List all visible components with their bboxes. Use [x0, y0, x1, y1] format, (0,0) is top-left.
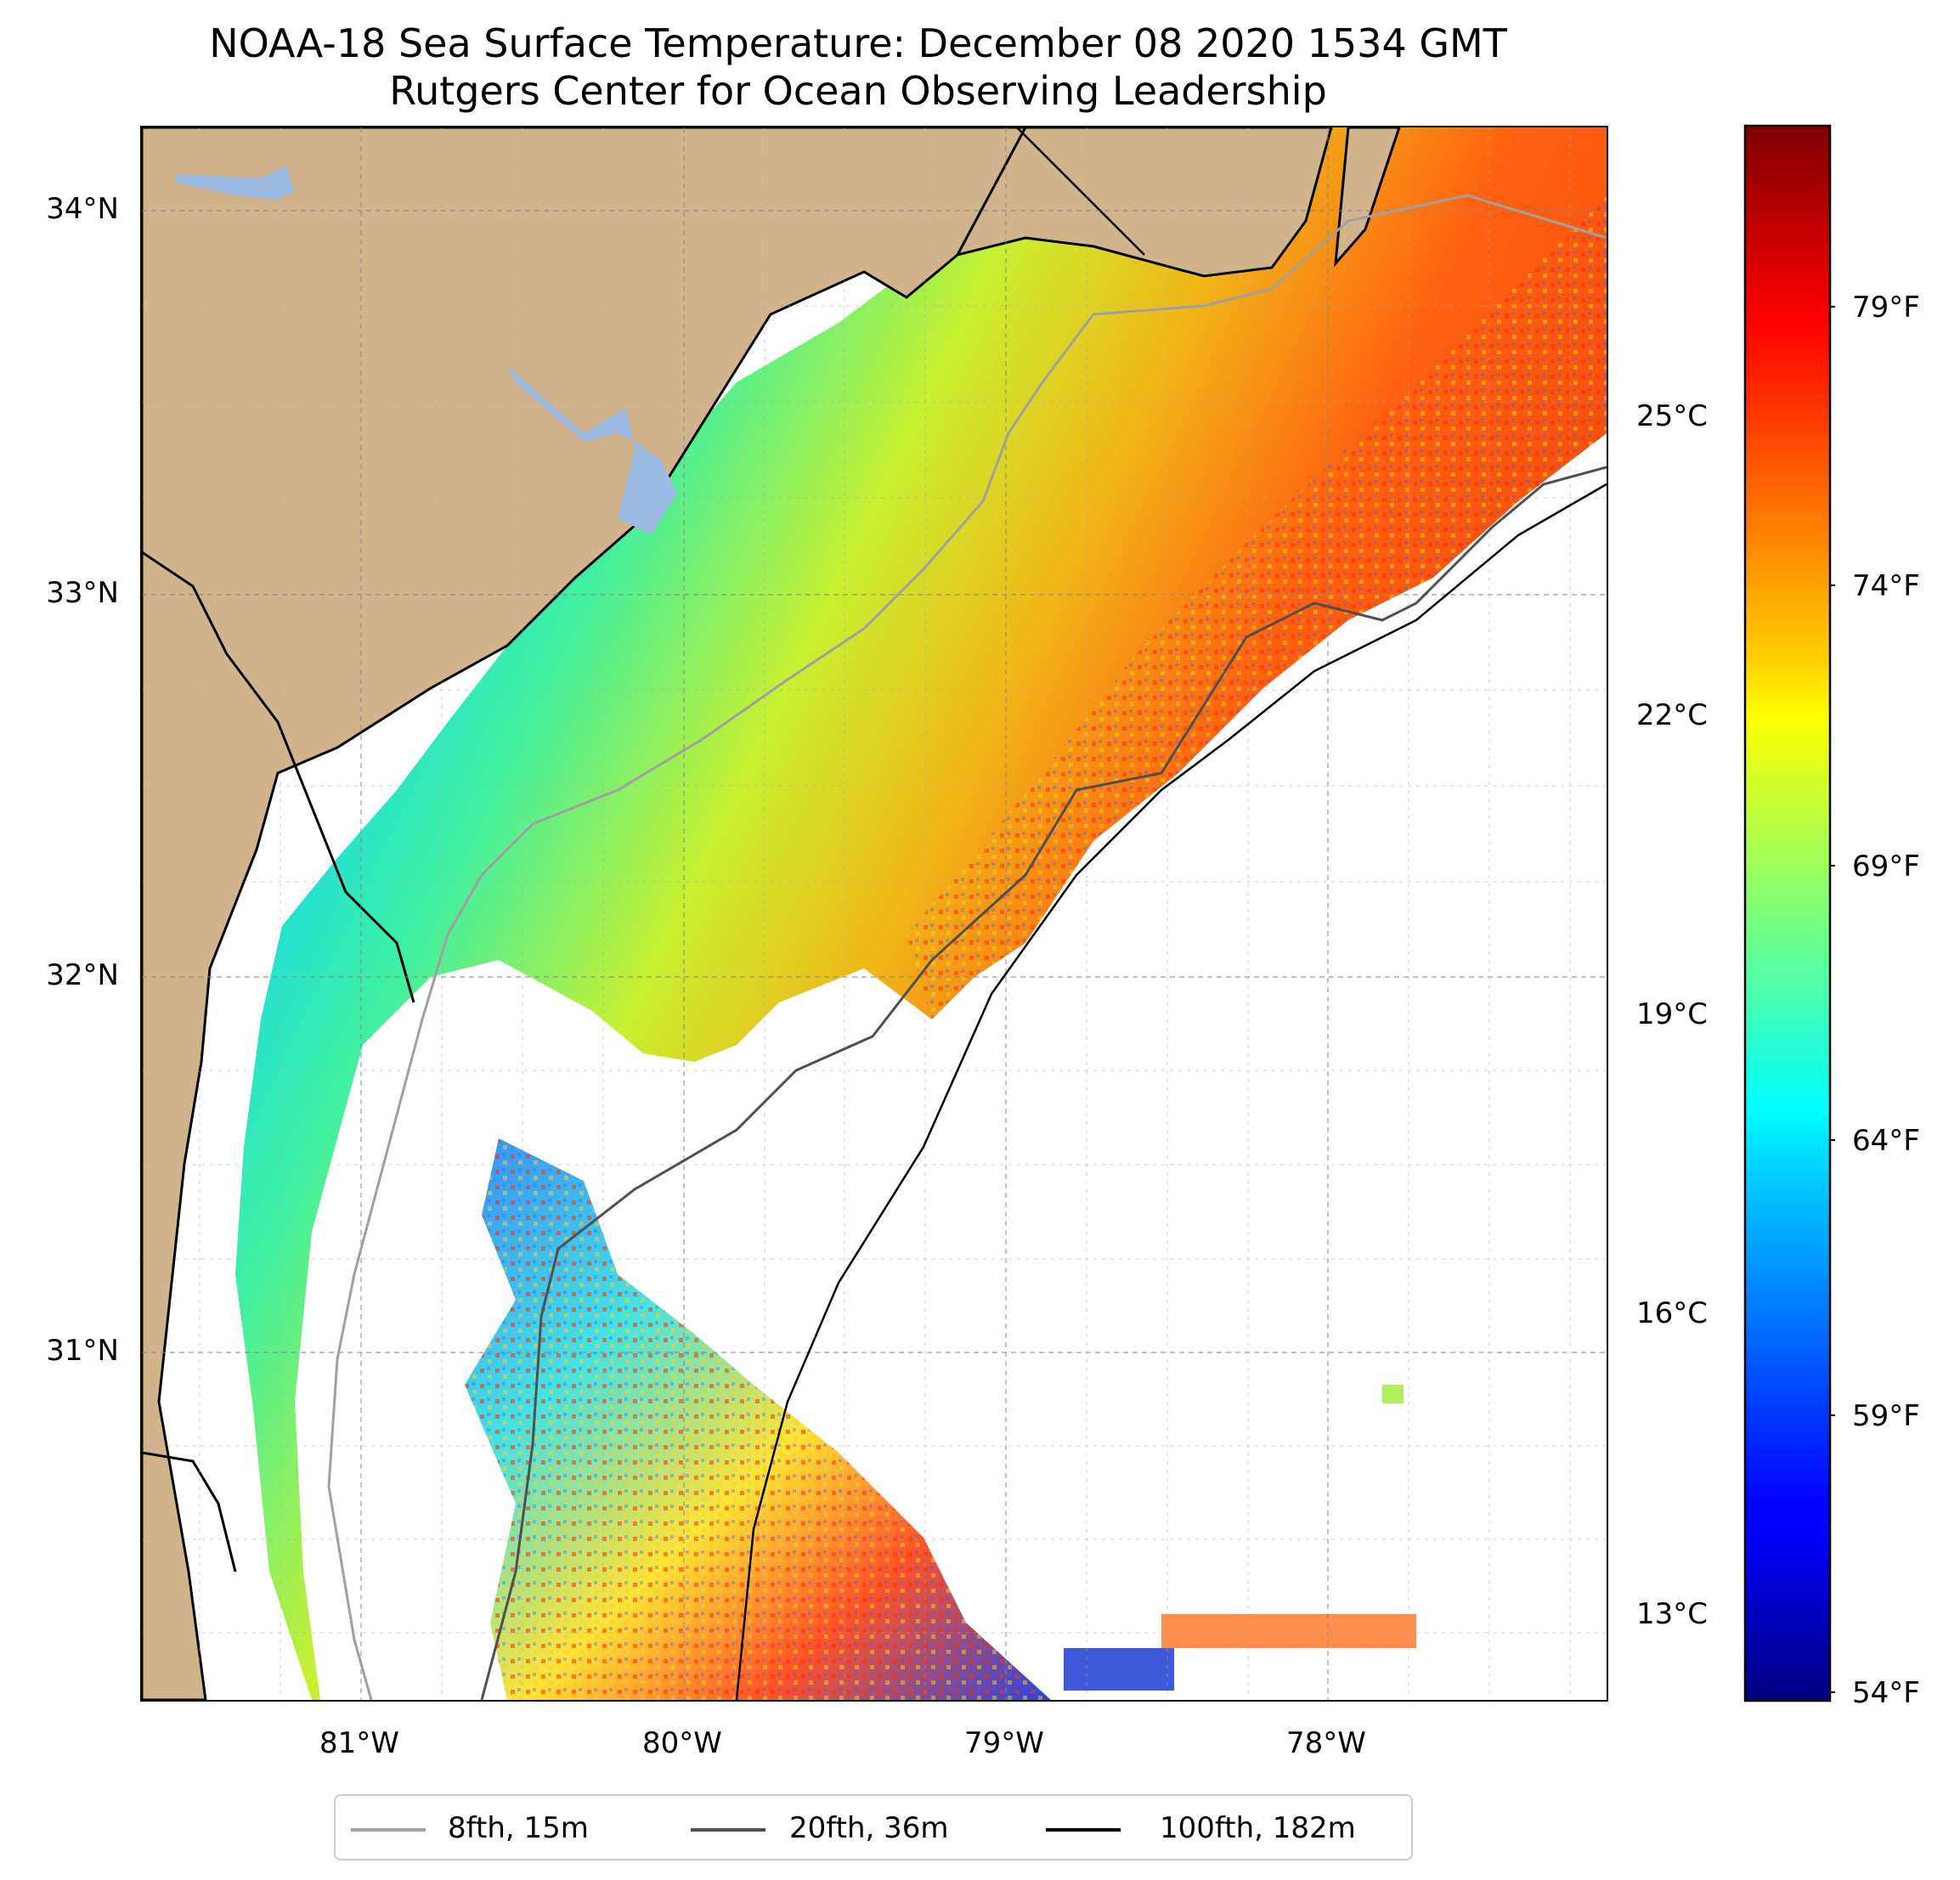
- colorbar-fahrenheit-label: 64°F: [1852, 1124, 1920, 1158]
- lon-tick-label: 79°W: [964, 1726, 1044, 1760]
- colorbar-celsius-label: 19°C: [1636, 997, 1709, 1031]
- colorbar-fahrenheit-label: 74°F: [1852, 569, 1920, 603]
- lon-tick-label: 78°W: [1286, 1726, 1366, 1760]
- colorbar-fahrenheit-label: 54°F: [1852, 1676, 1920, 1710]
- graticule: [142, 127, 1607, 1700]
- lake: [176, 166, 295, 200]
- legend-label: 20fth, 36m: [789, 1811, 949, 1845]
- lat-tick-label: 31°N: [46, 1334, 119, 1368]
- map-canvas: [142, 127, 1607, 1700]
- colorbar-celsius-label: 13°C: [1636, 1597, 1709, 1631]
- isobath-20fth: [480, 466, 1607, 1700]
- lat-tick-label: 34°N: [46, 192, 119, 226]
- legend-label: 8fth, 15m: [448, 1811, 589, 1845]
- colorbar-fahrenheit-label: 79°F: [1852, 291, 1920, 325]
- lon-tick-label: 81°W: [319, 1726, 399, 1760]
- legend-swatch-20fth: [691, 1828, 765, 1832]
- isobath-legend: 8fth, 15m 20fth, 36m 100fth, 182m: [334, 1794, 1413, 1860]
- colorbar-celsius-label: 16°C: [1636, 1296, 1709, 1330]
- isobath-8fth: [327, 194, 1607, 1700]
- isobath-100fth: [735, 483, 1607, 1700]
- colorbar-fahrenheit-label: 59°F: [1852, 1399, 1920, 1433]
- land: [142, 127, 1027, 1700]
- colorbar: [1743, 124, 1835, 1702]
- colorbar-celsius-label: 25°C: [1636, 399, 1709, 433]
- sst-map[interactable]: [140, 126, 1608, 1702]
- chart-title: NOAA-18 Sea Surface Temperature: Decembe…: [209, 20, 1507, 66]
- sst-swath: [235, 127, 1607, 1700]
- colorbar-celsius-label: 22°C: [1636, 698, 1709, 732]
- chart-subtitle: Rutgers Center for Ocean Observing Leade…: [389, 68, 1327, 114]
- legend-swatch-100fth: [1046, 1828, 1121, 1832]
- lon-tick-label: 80°W: [642, 1726, 722, 1760]
- lake: [507, 365, 677, 535]
- legend-label: 100fth, 182m: [1160, 1811, 1356, 1845]
- lat-tick-label: 33°N: [46, 576, 119, 610]
- lat-tick-label: 32°N: [46, 958, 119, 992]
- colorbar-fahrenheit-label: 69°F: [1852, 850, 1920, 884]
- legend-swatch-8fth: [351, 1828, 426, 1832]
